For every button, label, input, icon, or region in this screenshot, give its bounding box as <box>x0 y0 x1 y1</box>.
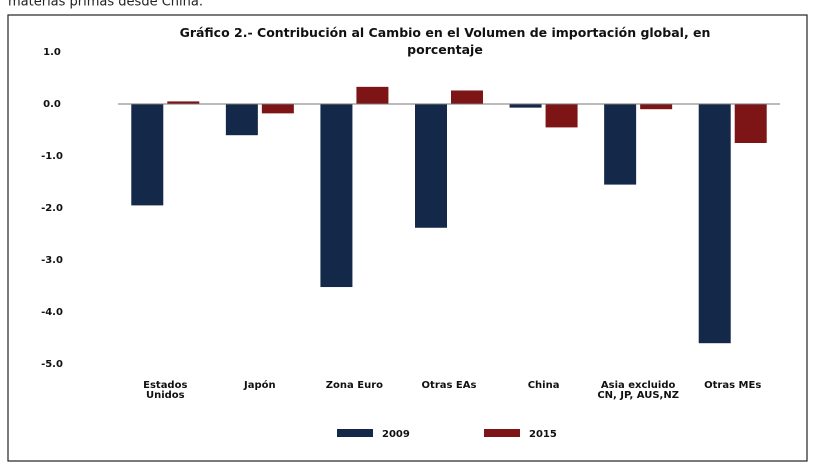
x-tick-label: Otras MEs <box>704 380 761 391</box>
y-tick-label: -2.0 <box>41 203 63 214</box>
bar <box>167 101 200 104</box>
y-tick-label: 0.0 <box>43 99 61 110</box>
bar <box>415 104 447 228</box>
chart-title: Gráfico 2.- Contribución al Cambio en el… <box>180 25 711 57</box>
bar <box>509 104 542 108</box>
bar <box>734 104 767 143</box>
bar <box>698 104 731 344</box>
bar <box>356 86 389 104</box>
y-tick-label: -4.0 <box>41 307 63 318</box>
x-tick-label: Otras EAs <box>422 380 477 391</box>
bar <box>604 104 637 185</box>
x-tick-label: China <box>528 380 560 391</box>
bar <box>320 104 353 288</box>
bar <box>640 104 673 110</box>
bar <box>225 104 258 136</box>
chart-frame <box>7 14 808 462</box>
legend-label: 2015 <box>529 429 557 440</box>
x-tick-label: Zona Euro <box>326 380 383 391</box>
legend-label: 2009 <box>382 429 410 440</box>
x-tick-label: Asia excluido CN, JP, AUS,NZ <box>597 380 679 401</box>
y-tick-label: -3.0 <box>41 255 63 266</box>
x-tick-label: Japón <box>243 379 276 391</box>
bar <box>451 90 483 104</box>
bar <box>261 104 294 114</box>
bar <box>545 104 578 128</box>
y-tick-label: -1.0 <box>41 151 63 162</box>
header-text: materias primas desde China. <box>8 0 203 10</box>
y-tick-label: 1.0 <box>43 47 61 58</box>
legend-swatch <box>337 429 373 437</box>
y-tick-label: -5.0 <box>41 359 63 370</box>
legend-swatch <box>484 429 520 437</box>
bar <box>131 104 164 206</box>
x-tick-label: Estados Unidos <box>143 380 187 401</box>
